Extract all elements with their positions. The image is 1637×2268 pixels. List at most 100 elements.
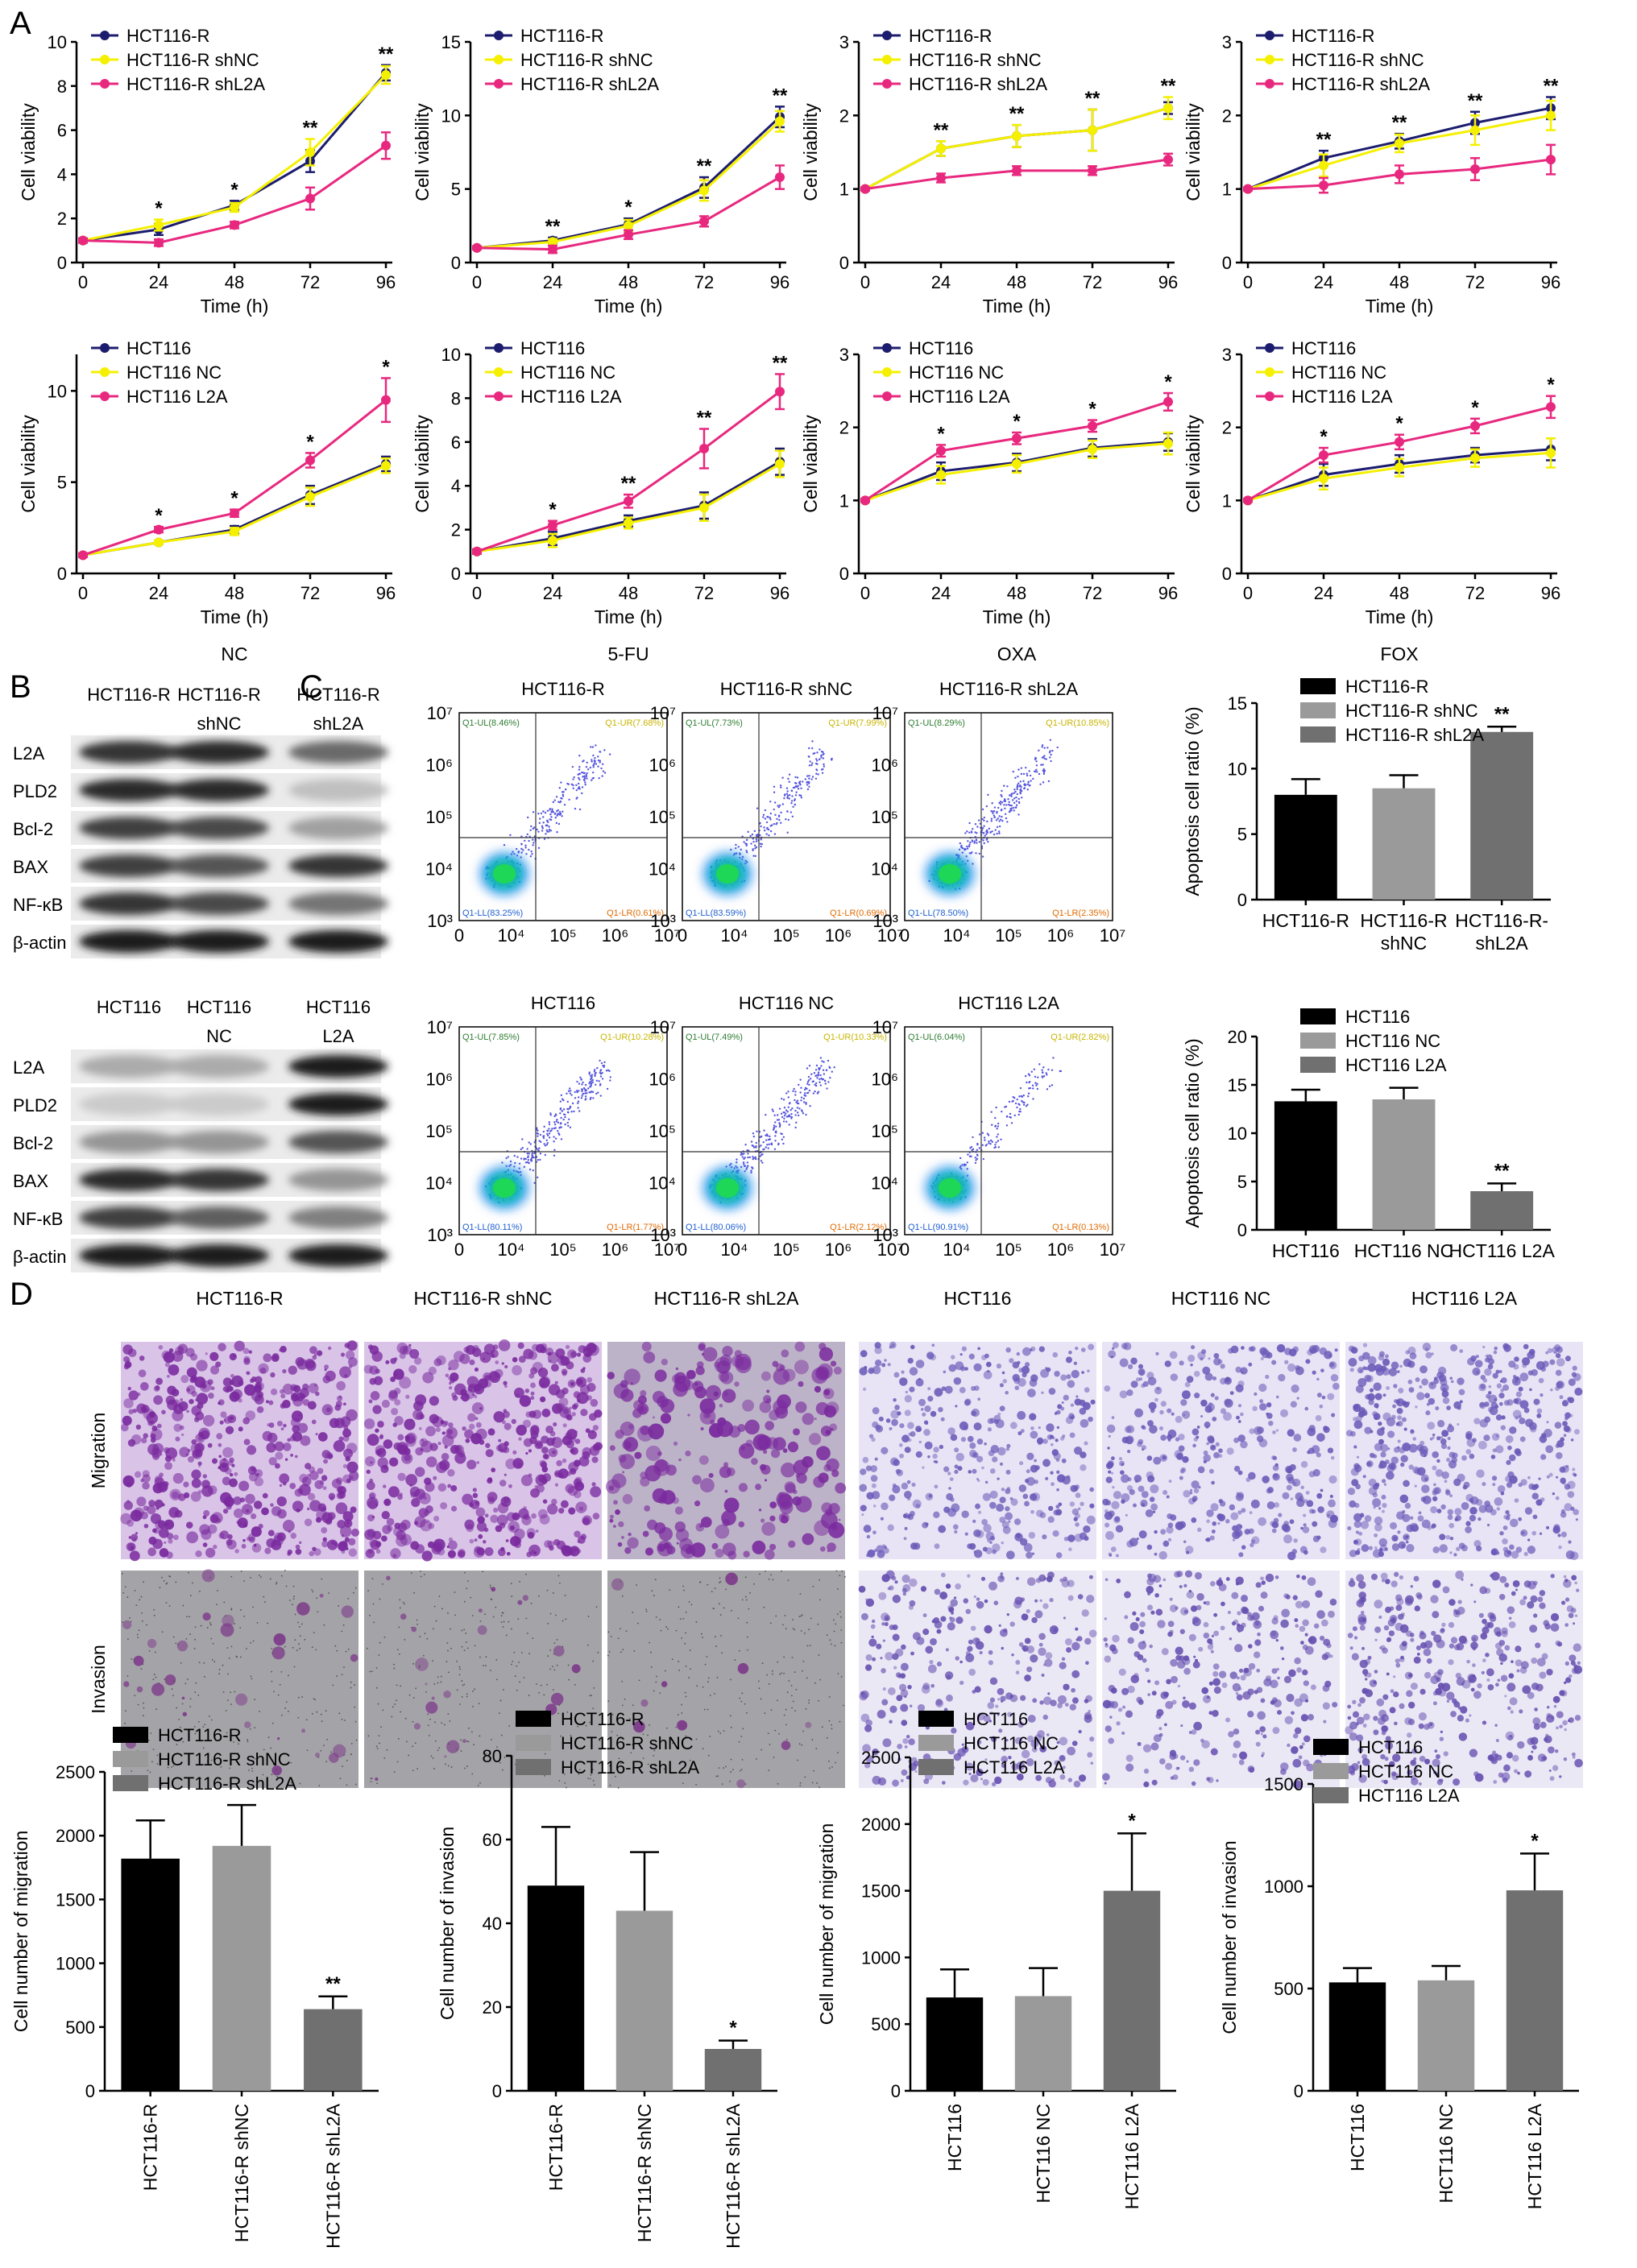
y-axis-label: Cell viability [412,103,433,201]
data-point [381,70,391,81]
data-point [1395,169,1404,180]
event-dot [769,1138,771,1140]
event-dot [997,817,999,820]
event-dot [756,834,759,836]
event-dot [993,806,997,809]
significance-marker: ** [697,155,712,177]
event-dot [566,1092,568,1095]
protein-band [79,1055,179,1078]
event-dot [599,1059,601,1062]
x-axis-label: Time (h) [595,606,663,627]
flow-y-tick: 10⁶ [649,1070,676,1090]
event-dot [772,1110,774,1112]
legend-marker [1265,343,1274,353]
event-dot [814,1069,818,1071]
event-dot [817,773,819,776]
event-dot [591,746,595,748]
event-dot [516,1156,519,1158]
data-point [381,140,391,151]
event-dot [818,758,821,761]
data-point [1319,450,1328,461]
flow-x-tick: 10⁶ [825,925,852,946]
event-dot [592,764,595,767]
event-dot [743,1157,745,1161]
event-dot [598,1080,600,1082]
event-dot [1045,758,1047,760]
event-dot [1011,793,1013,795]
event-dot [784,793,786,796]
event-dot [996,810,998,813]
flow-x-tick: 0 [454,925,464,946]
event-dot [760,1153,763,1157]
protein-band [79,1169,179,1191]
event-dot [805,1113,807,1116]
event-dot [584,784,586,786]
event-dot [991,830,993,833]
event-dot [530,1157,533,1161]
event-dot [799,1078,802,1081]
event-dot [572,787,574,789]
significance-marker: * [306,431,314,453]
event-dot [966,830,968,833]
event-dot [810,1073,813,1075]
protein-band [288,817,388,839]
event-dot [999,801,1002,803]
x-tick-label: 48 [225,272,244,292]
event-dot [573,776,575,779]
event-dot [1038,772,1041,776]
event-dot [800,1099,802,1102]
event-dot [571,1102,574,1105]
flow-x-tick: 10⁴ [721,1240,748,1260]
lane-header: HCT116 [306,997,371,1017]
y-tick-label: 10 [48,381,67,401]
flow-x-tick: 10⁴ [943,925,971,946]
legend-label: HCT116-R shL2A [126,74,265,94]
data-point [775,172,785,183]
event-dot [586,772,588,775]
x-tick-label: 96 [1541,583,1560,603]
data-point [624,518,633,528]
event-dot [603,749,606,751]
event-dot [601,775,603,777]
significance-marker: ** [934,119,949,141]
event-dot [609,1076,611,1078]
event-dot [592,754,595,757]
x-tick-label: 0 [1243,272,1253,292]
event-dot [993,814,996,817]
event-dot [524,1161,528,1164]
event-dot [590,746,592,748]
protein-band [288,779,388,801]
event-dot [572,778,574,780]
flow-y-tick: 10⁷ [650,1017,676,1037]
event-dot [984,834,986,837]
event-dot [1016,793,1019,796]
event-dot [529,1143,532,1145]
legend-label: HCT116 NC [520,362,615,383]
event-dot [967,840,969,842]
legend-marker [100,343,110,353]
legend-label: HCT116 L2A [1291,387,1393,407]
event-dot [564,1115,566,1119]
event-dot [591,1091,593,1093]
event-dot [808,775,810,777]
quadrant-ul: Q1-UL(7.85%) [462,1033,520,1042]
event-dot [536,828,538,831]
significance-marker: * [1471,397,1479,419]
flow-x-tick: 10⁶ [825,1240,852,1260]
event-dot [1032,777,1034,780]
event-dot [778,804,781,807]
event-dot [814,1090,816,1093]
x-axis-label: Time (h) [983,606,1051,627]
data-point [154,220,164,230]
event-dot [582,1093,584,1095]
event-dot [542,822,545,824]
flow-y-tick: 10⁴ [649,859,676,879]
event-dot [779,1124,781,1127]
event-dot [833,1066,835,1069]
event-dot [577,1100,580,1103]
event-dot [787,777,789,780]
event-dot [959,842,962,845]
data-point [860,495,870,506]
